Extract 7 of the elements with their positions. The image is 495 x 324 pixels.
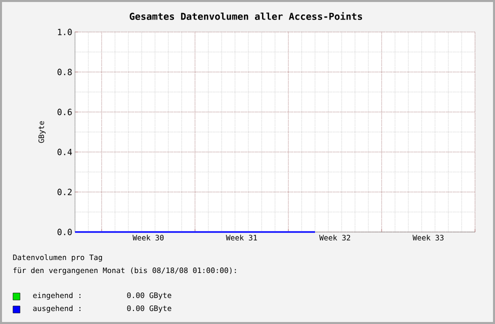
y-tick-label: 0.4	[58, 148, 72, 156]
y-tick-label: 0.6	[58, 108, 72, 116]
chart-title: Gesamtes Datenvolumen aller Access-Points	[130, 12, 362, 20]
y-tick-label: 0.8	[58, 68, 72, 76]
y-tick-label: 0.0	[58, 228, 72, 236]
y-tick-label: 1.0	[58, 28, 72, 36]
y-tick-label: 0.2	[58, 188, 72, 196]
